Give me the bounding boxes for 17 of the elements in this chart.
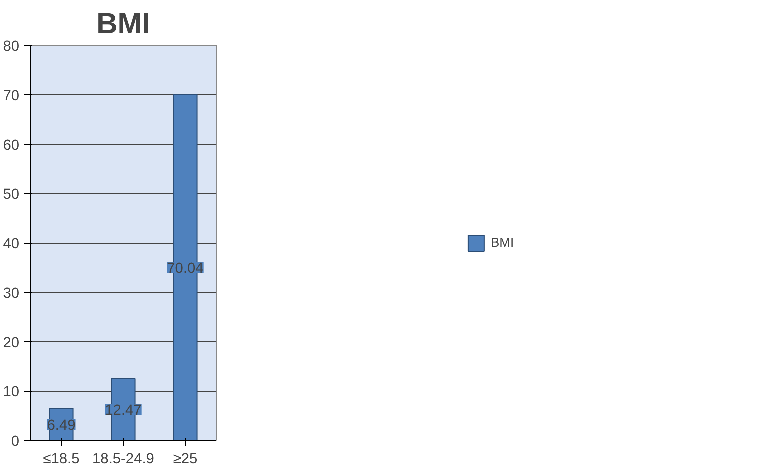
y-tick-label: 40 — [3, 236, 20, 252]
y-tick-label: 60 — [3, 138, 20, 154]
data-label: 12.47 — [105, 403, 142, 420]
y-tick-label: 0 — [11, 434, 20, 450]
legend-label: BMI — [490, 235, 514, 250]
x-tick-label: 18.5-24.9 — [92, 452, 154, 468]
chart-title: BMI — [96, 8, 150, 40]
data-label: 6.49 — [47, 418, 76, 434]
y-tick-label: 10 — [3, 384, 20, 401]
y-tick-label: 80 — [3, 39, 20, 55]
x-tick-label: ≤18.5 — [43, 452, 80, 468]
x-tick-label: ≥25 — [173, 452, 198, 468]
y-tick-label: 30 — [3, 286, 20, 302]
y-tick-label: 50 — [3, 187, 20, 204]
y-tick-label: 70 — [3, 88, 20, 104]
y-tick-label: 20 — [3, 335, 20, 352]
data-label: 70.04 — [167, 261, 204, 278]
